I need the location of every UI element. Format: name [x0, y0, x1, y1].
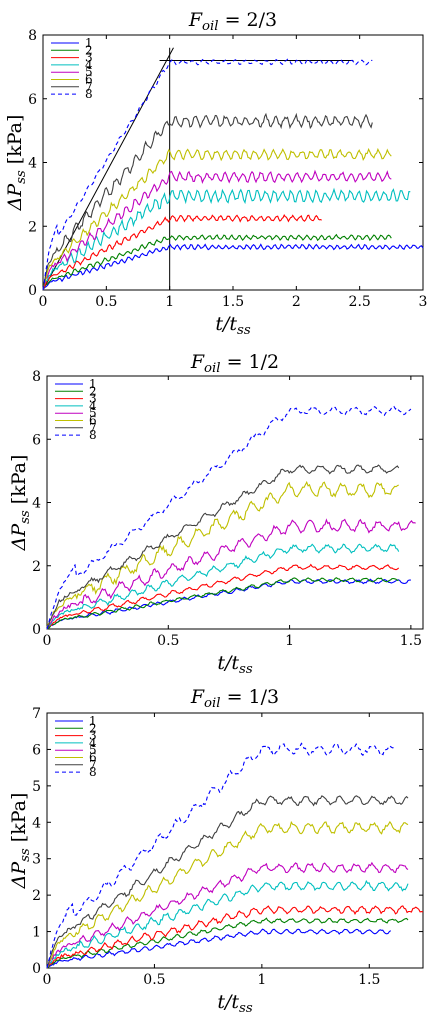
legend-label-7: 7	[85, 80, 93, 94]
series-line-5	[42, 169, 392, 290]
series-line-6	[46, 480, 399, 628]
y-tick-label: 0	[32, 622, 41, 638]
series-line-2	[46, 917, 409, 969]
legend-label-8: 8	[89, 428, 97, 442]
series-line-8	[42, 58, 373, 291]
legend-label-8: 8	[89, 765, 97, 779]
x-tick-label: 2	[292, 294, 301, 310]
series-line-3	[42, 213, 322, 290]
x-axis-label: t/tss	[217, 991, 252, 1016]
y-tick-label: 0	[32, 961, 41, 977]
legend-label-4: 4	[89, 736, 97, 750]
y-tick-label: 4	[32, 496, 41, 512]
y-tick-label: 3	[32, 852, 41, 868]
y-tick-label: 2	[32, 888, 41, 904]
chart-title: Foil = 2/3	[188, 9, 277, 34]
series-line-1	[46, 578, 411, 630]
guide-line	[42, 47, 174, 291]
y-tick-label: 6	[32, 742, 41, 758]
y-axis-label-group: ΔPss [kPa]	[4, 115, 29, 212]
y-axis-label: ΔPss [kPa]	[8, 455, 33, 552]
series-line-4	[46, 543, 400, 630]
series-line-1	[46, 928, 392, 969]
series-line-6	[46, 820, 409, 969]
x-tick-label: 1	[285, 633, 294, 649]
legend-label-3: 3	[89, 729, 97, 743]
series-line-4	[42, 187, 411, 290]
legend-label-1: 1	[89, 714, 97, 728]
legend-label-6: 6	[85, 73, 93, 87]
legend-label-4: 4	[85, 58, 93, 72]
legend-label-4: 4	[89, 399, 97, 413]
y-tick-label: 1	[32, 925, 41, 941]
x-tick-label: 0.5	[157, 633, 179, 649]
chart-title: Foil = 1/2	[190, 351, 279, 376]
x-tick-label: 0.5	[143, 972, 165, 988]
series-line-4	[46, 879, 409, 968]
y-axis-label-group: ΔPss [kPa]	[8, 455, 33, 552]
x-tick-label: 3	[419, 294, 428, 310]
y-axis-label-group: ΔPss [kPa]	[8, 793, 33, 890]
y-tick-label: 8	[28, 28, 37, 44]
x-axis-label: t/tss	[215, 313, 250, 338]
series-line-5	[46, 518, 416, 630]
legend-label-3: 3	[85, 51, 93, 65]
y-axis-label: ΔPss [kPa]	[4, 115, 29, 212]
y-tick-label: 7	[32, 706, 41, 722]
x-tick-label: 1	[165, 294, 174, 310]
legend-label-1: 1	[85, 36, 93, 50]
series-line-1	[42, 243, 424, 291]
legend-label-6: 6	[89, 414, 97, 428]
legend-label-5: 5	[89, 743, 97, 757]
series-line-5	[46, 861, 409, 968]
legend-label-3: 3	[89, 392, 97, 406]
y-tick-label: 4	[32, 815, 41, 831]
series-line-2	[46, 577, 399, 630]
x-tick-label: 0	[43, 972, 52, 988]
legend-label-7: 7	[89, 421, 97, 435]
x-tick-label: 0.5	[95, 294, 117, 310]
legend-label-1: 1	[89, 377, 97, 391]
legend-label-5: 5	[85, 65, 93, 79]
chart-title: Foil = 1/3	[190, 686, 279, 711]
x-tick-label: 0	[43, 633, 52, 649]
series-line-7	[42, 112, 373, 289]
y-tick-label: 6	[28, 92, 37, 108]
y-tick-label: 0	[28, 283, 37, 299]
legend-label-2: 2	[89, 721, 97, 735]
series-line-3	[46, 905, 424, 969]
plot-frame	[42, 34, 424, 291]
x-tick-label: 2.5	[349, 294, 371, 310]
series-line-3	[46, 563, 400, 630]
x-axis-label: t/tss	[217, 652, 252, 677]
y-tick-label: 6	[32, 432, 41, 448]
y-tick-label: 5	[32, 779, 41, 795]
legend-label-6: 6	[89, 751, 97, 765]
legend-label-8: 8	[85, 87, 93, 101]
legend-label-2: 2	[89, 384, 97, 398]
legend-label-7: 7	[89, 758, 97, 772]
series-line-7	[46, 795, 409, 969]
y-tick-label: 8	[32, 369, 41, 385]
x-tick-label: 0	[39, 294, 48, 310]
x-tick-label: 1.5	[222, 294, 244, 310]
y-tick-label: 4	[28, 156, 37, 172]
x-tick-label: 1.5	[358, 972, 380, 988]
y-axis-label: ΔPss [kPa]	[8, 793, 33, 890]
series-line-2	[42, 233, 392, 290]
y-tick-label: 2	[28, 219, 37, 235]
series-line-7	[46, 464, 400, 630]
y-tick-label: 2	[32, 559, 41, 575]
series-line-6	[42, 147, 392, 291]
series-line-8	[46, 405, 412, 630]
x-tick-label: 1.5	[400, 633, 422, 649]
x-tick-label: 1	[257, 972, 266, 988]
legend-label-5: 5	[89, 406, 97, 420]
legend-label-2: 2	[85, 43, 93, 57]
plot-frame	[46, 712, 424, 969]
